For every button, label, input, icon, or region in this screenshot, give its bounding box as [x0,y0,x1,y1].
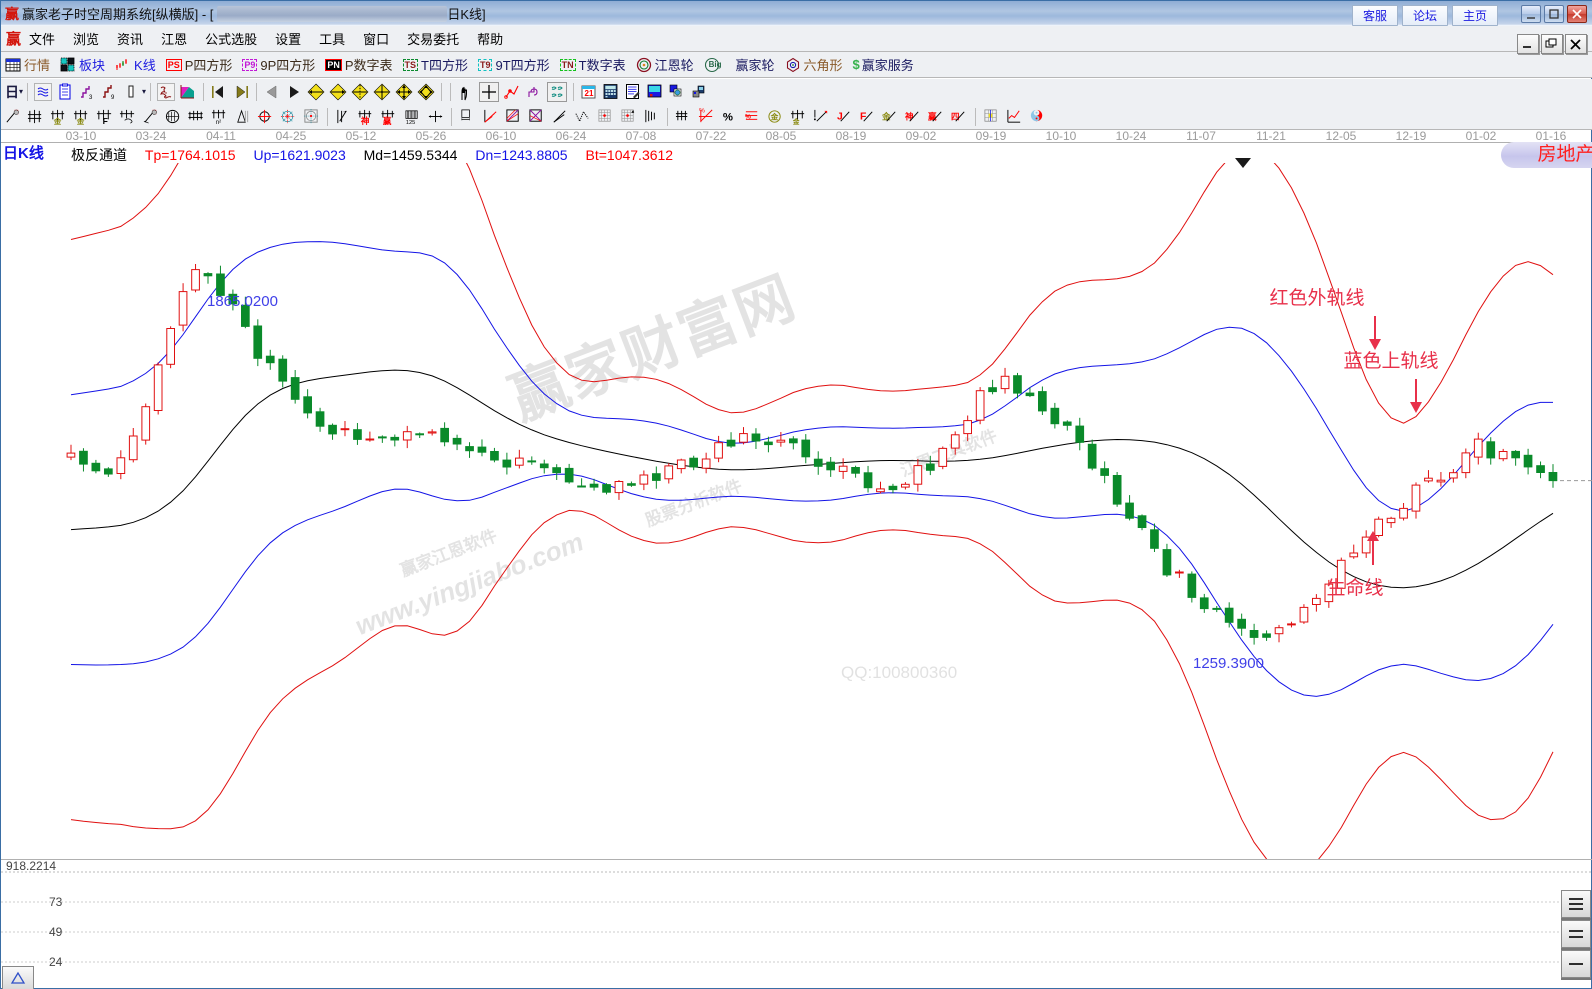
svg-text:49: 49 [49,925,63,939]
svg-text:金: 金 [76,116,85,125]
svg-text:918.2214: 918.2214 [6,860,56,873]
svg-text:%: % [723,111,733,123]
svg-text:n²: n² [216,119,221,125]
svg-text:四: 四 [951,111,960,121]
svg-text:金: 金 [770,111,779,121]
svg-text:F: F [860,111,866,122]
svg-text:9: 9 [111,95,115,101]
svg-text:3: 3 [89,95,93,101]
svg-text:神: 神 [905,111,914,121]
svg-text:金: 金 [53,116,62,125]
svg-text:神: 神 [361,116,370,125]
svg-text:F: F [103,116,108,125]
svg-text:%: % [699,108,705,115]
svg-text:125: 125 [406,120,415,125]
svg-text:金: 金 [882,111,891,121]
svg-text:73: 73 [49,895,63,909]
svg-text:赢: 赢 [928,111,937,121]
svg-text:赢: 赢 [382,116,392,125]
svg-text:金: 金 [792,117,800,125]
svg-text:24: 24 [49,955,63,969]
svg-text:J: J [837,111,843,122]
svg-text:21: 21 [585,89,594,98]
svg-text:%: % [745,113,751,120]
